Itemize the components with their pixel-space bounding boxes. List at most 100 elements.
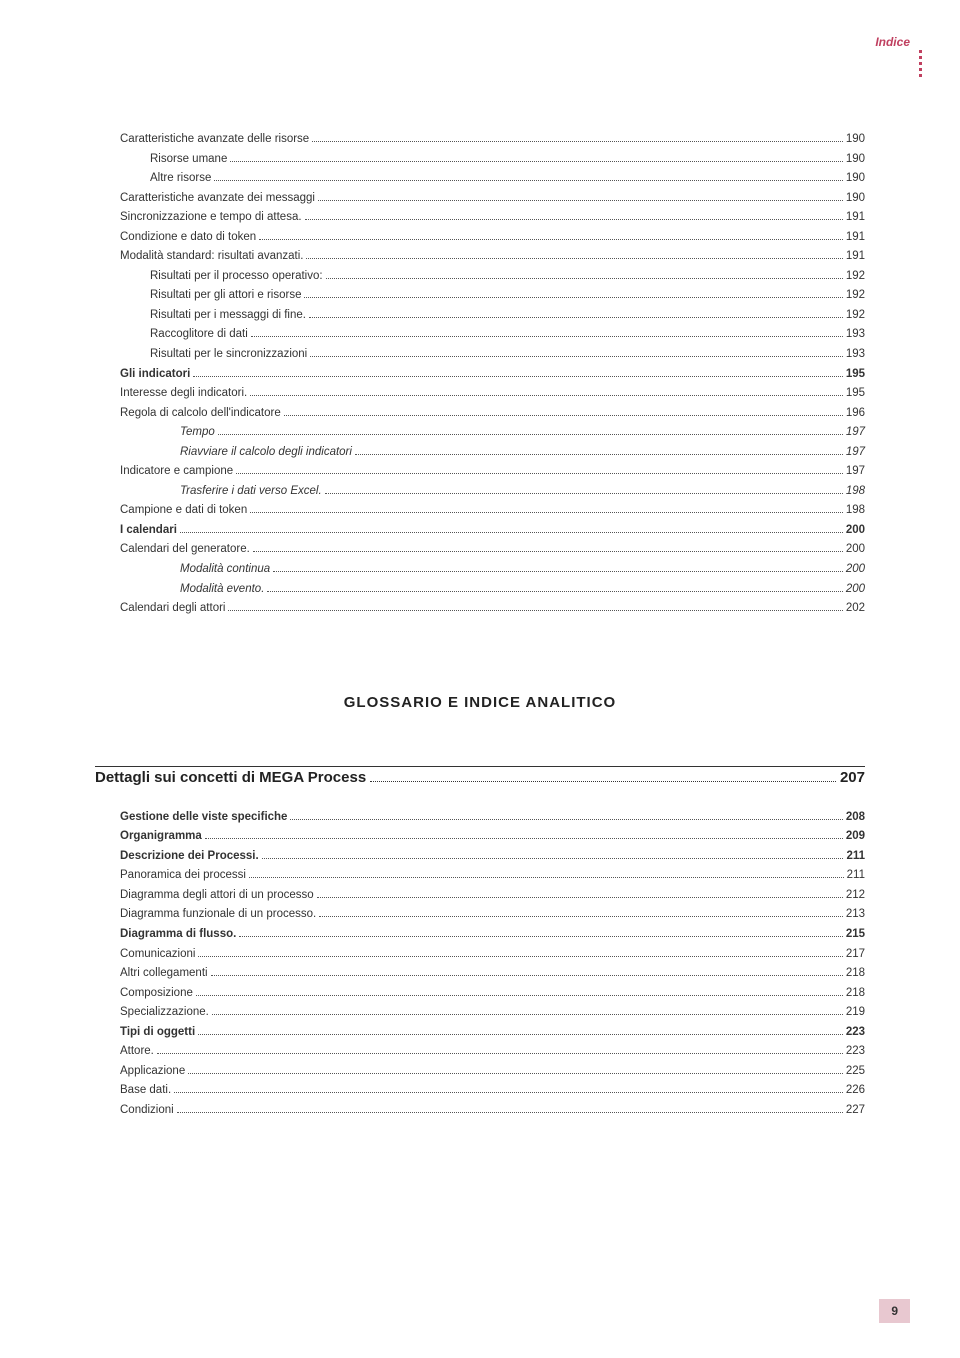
toc-entry: Diagramma di flusso.215 [95,925,865,945]
toc-entry-label: Applicazione [120,1062,185,1082]
toc-leader [228,610,842,611]
toc-entry-page: 192 [846,306,865,326]
toc-entry-page: 190 [846,130,865,150]
toc-entry: Calendari degli attori202 [95,599,865,619]
toc-entry-label: Modalità continua [180,560,270,580]
toc-entry-page: 191 [846,228,865,248]
toc-entry: Applicazione225 [95,1062,865,1082]
toc-leader [198,956,842,957]
toc-leader [305,219,843,220]
toc-block-2: Gestione delle viste specifiche208Organi… [95,808,865,1121]
toc-entry-label: Attore. [120,1042,154,1062]
toc-entry-label: Altre risorse [150,169,211,189]
toc-entry-label: Comunicazioni [120,945,195,965]
section-subtitle-page: 207 [840,769,865,786]
toc-leader [309,317,843,318]
glossary-section-title: GLOSSARIO E INDICE ANALITICO [95,694,865,711]
toc-leader [180,532,843,533]
toc-leader [211,975,843,976]
toc-entry: Calendari del generatore.200 [95,540,865,560]
toc-entry: Caratteristiche avanzate delle risorse 19… [95,130,865,150]
toc-entry-page: 192 [846,286,865,306]
toc-entry-label: Modalità evento. [180,580,264,600]
toc-entry-label: Raccoglitore di dati [150,325,248,345]
toc-entry: Modalità standard: risultati avanzati. 19… [95,247,865,267]
toc-entry-page: 200 [846,540,865,560]
toc-entry-label: Caratteristiche avanzate delle risorse [120,130,309,150]
toc-entry-page: 191 [846,247,865,267]
toc-entry: Tempo 197 [95,423,865,443]
toc-entry-page: 190 [846,150,865,170]
toc-entry: Base dati.226 [95,1081,865,1101]
toc-entry-page: 209 [846,827,865,847]
toc-entry: Risultati per i messaggi di fine.192 [95,306,865,326]
document-page: Indice Caratteristiche avanzate delle ri… [0,0,960,1358]
toc-entry-label: Diagramma funzionale di un processo. [120,905,316,925]
decorative-dots [919,50,922,77]
toc-entry: Gli indicatori195 [95,365,865,385]
toc-entry-label: Campione e dati di token [120,501,247,521]
toc-entry-page: 197 [846,423,865,443]
toc-leader [290,819,842,820]
toc-entry: Modalità continua200 [95,560,865,580]
toc-leader [212,1014,843,1015]
toc-entry-page: 195 [846,384,865,404]
toc-entry: Campione e dati di token 198 [95,501,865,521]
toc-entry-label: Sincronizzazione e tempo di attesa. [120,208,302,228]
toc-leader [177,1112,843,1113]
toc-entry-label: Diagramma di flusso. [120,925,236,945]
toc-entry: Condizioni227 [95,1101,865,1121]
toc-leader [355,454,843,455]
toc-leader [193,376,843,377]
toc-entry-label: Risultati per le sincronizzazioni [150,345,307,365]
toc-leader [319,916,843,917]
page-number: 9 [879,1299,910,1323]
toc-leader [236,473,843,474]
toc-leader [249,877,844,878]
toc-entry: Raccoglitore di dati 193 [95,325,865,345]
toc-entry: Comunicazioni 217 [95,945,865,965]
section-divider [95,766,865,767]
toc-entry-label: Condizione e dato di token [120,228,256,248]
toc-entry-label: Interesse degli indicatori. [120,384,247,404]
toc-leader [306,258,842,259]
toc-entry: Risultati per le sincronizzazioni 193 [95,345,865,365]
toc-entry-page: 197 [846,443,865,463]
toc-entry-label: Indicatore e campione [120,462,233,482]
toc-leader [230,161,842,162]
toc-entry-label: I calendari [120,521,177,541]
toc-entry-page: 198 [846,501,865,521]
header-section-label: Indice [875,35,910,49]
toc-entry-page: 193 [846,345,865,365]
toc-entry-page: 202 [846,599,865,619]
toc-entry: Risultati per il processo operativo:192 [95,267,865,287]
toc-entry: Risultati per gli attori e risorse192 [95,286,865,306]
toc-entry-page: 193 [846,325,865,345]
toc-entry: Diagramma degli attori di un processo212 [95,886,865,906]
toc-entry-page: 211 [846,847,865,867]
toc-entry: Modalità evento. 200 [95,580,865,600]
toc-entry: Caratteristiche avanzate dei messaggi190 [95,189,865,209]
toc-entry-label: Modalità standard: risultati avanzati. [120,247,303,267]
section-subtitle-row: Dettagli sui concetti di MEGA Process 20… [95,769,865,786]
toc-entry-label: Trasferire i dati verso Excel. [180,482,322,502]
toc-entry-page: 217 [846,945,865,965]
toc-entry-page: 218 [846,964,865,984]
toc-entry-label: Altri collegamenti [120,964,208,984]
toc-entry-page: 212 [846,886,865,906]
toc-entry-page: 190 [846,169,865,189]
toc-entry-page: 195 [846,365,865,385]
toc-entry-page: 200 [846,580,865,600]
toc-leader [304,297,842,298]
toc-leader [273,571,843,572]
toc-entry-label: Caratteristiche avanzate dei messaggi [120,189,315,209]
toc-leader [198,1034,843,1035]
section-subtitle-label: Dettagli sui concetti di MEGA Process [95,769,366,786]
toc-entry-label: Tempo [180,423,215,443]
toc-leader [284,415,843,416]
toc-entry: Diagramma funzionale di un processo.213 [95,905,865,925]
toc-entry-label: Tipi di oggetti [120,1023,195,1043]
toc-leader [214,180,842,181]
toc-leader [317,897,843,898]
toc-entry: Descrizione dei Processi.211 [95,847,865,867]
